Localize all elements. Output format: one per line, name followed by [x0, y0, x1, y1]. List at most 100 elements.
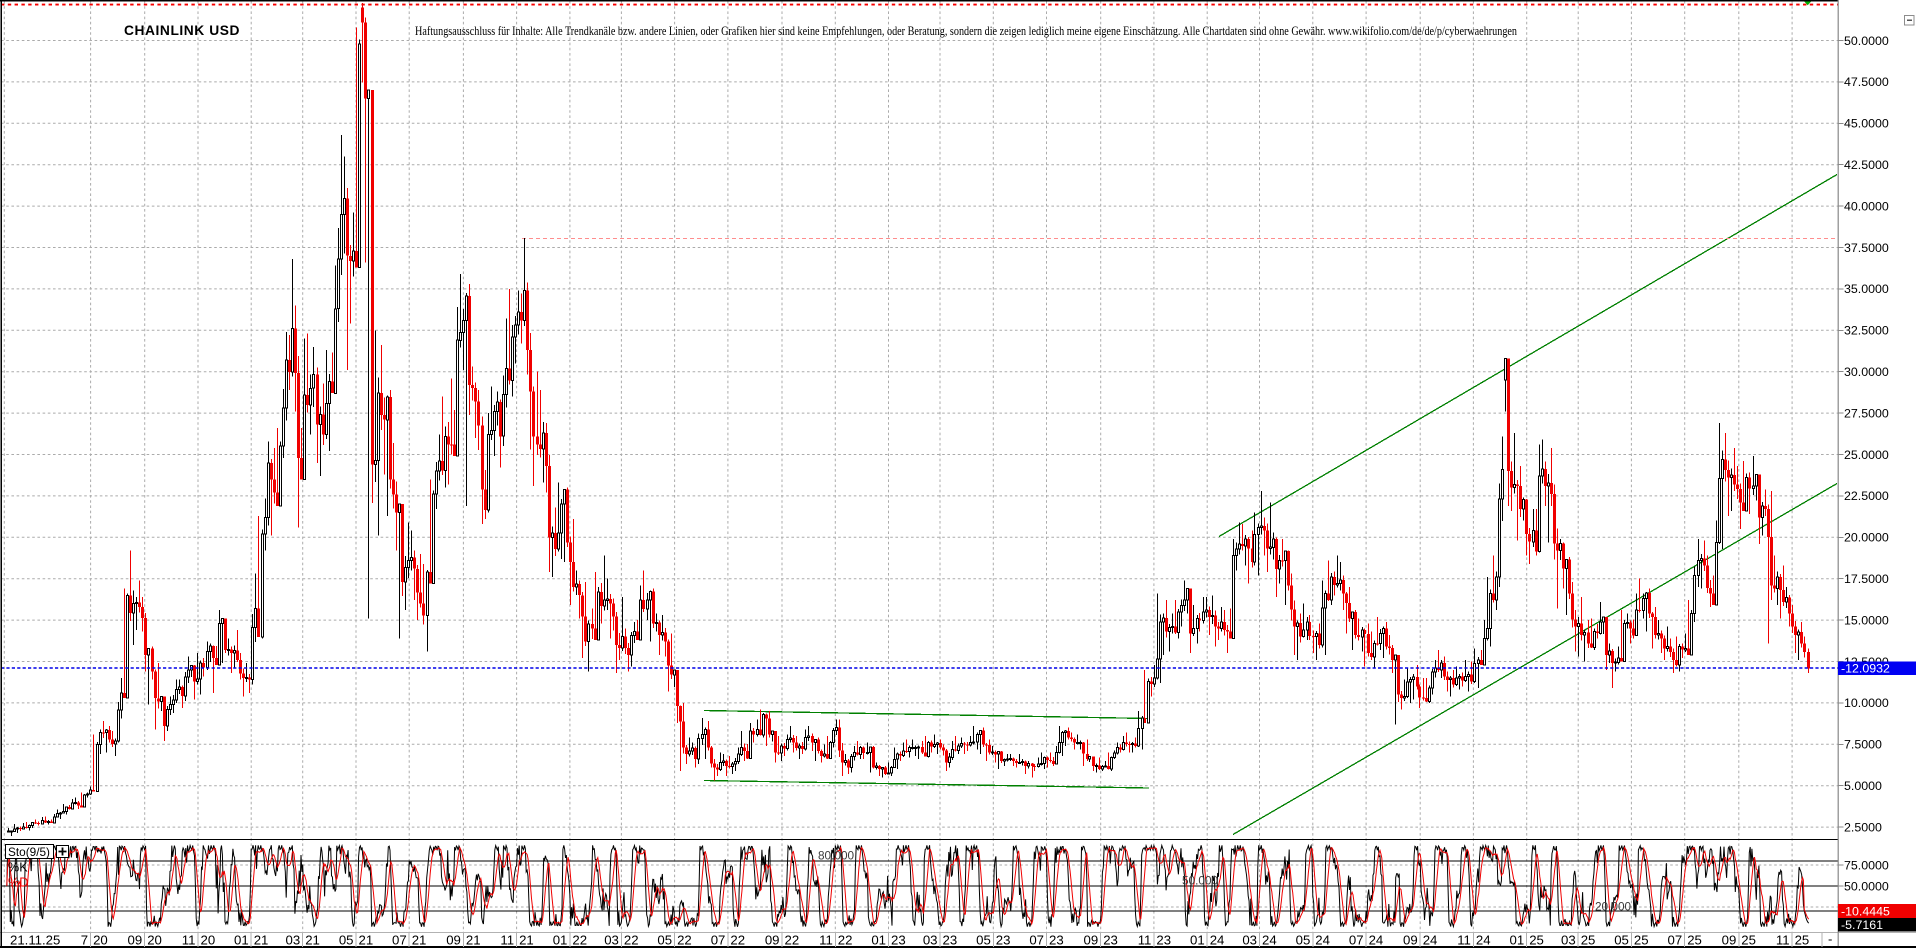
svg-text:21: 21 — [305, 933, 320, 948]
svg-text:01: 01 — [1510, 933, 1525, 948]
svg-text:01: 01 — [1190, 933, 1205, 948]
svg-text:35.0000: 35.0000 — [1844, 282, 1889, 296]
svg-text:24: 24 — [1210, 933, 1225, 948]
svg-text:11: 11 — [819, 933, 833, 948]
svg-text:09: 09 — [1403, 933, 1418, 948]
svg-text:17.5000: 17.5000 — [1844, 572, 1889, 586]
svg-text:40.0000: 40.0000 — [1844, 199, 1889, 213]
svg-text:%K: %K — [8, 861, 28, 875]
svg-text:21: 21 — [466, 933, 481, 948]
svg-text:21: 21 — [519, 933, 534, 948]
svg-text:03: 03 — [1561, 933, 1576, 948]
svg-text:01: 01 — [553, 933, 568, 948]
svg-text:11: 11 — [1457, 933, 1471, 948]
svg-text:05: 05 — [1296, 933, 1311, 948]
svg-text:24: 24 — [1369, 933, 1384, 948]
svg-text:-: - — [1828, 932, 1832, 947]
svg-text:24: 24 — [1476, 933, 1491, 948]
svg-text:2.5000: 2.5000 — [1844, 820, 1882, 834]
svg-text:05: 05 — [339, 933, 354, 948]
svg-text:24: 24 — [1423, 933, 1438, 948]
svg-text:7.5000: 7.5000 — [1844, 738, 1882, 752]
svg-text:-12.0932: -12.0932 — [1841, 661, 1890, 675]
svg-text:25.0000: 25.0000 — [1844, 448, 1889, 462]
svg-text:22: 22 — [572, 933, 587, 948]
svg-text:10.0000: 10.0000 — [1844, 696, 1889, 710]
svg-text:25: 25 — [1741, 933, 1756, 948]
svg-text:21.11.25: 21.11.25 — [10, 933, 60, 948]
svg-text:21: 21 — [254, 933, 269, 948]
svg-text:20: 20 — [93, 933, 108, 948]
svg-text:03: 03 — [923, 933, 938, 948]
svg-text:24: 24 — [1315, 933, 1330, 948]
svg-text:80.000: 80.000 — [818, 849, 855, 863]
svg-text:20: 20 — [201, 933, 216, 948]
svg-text:42.5000: 42.5000 — [1844, 158, 1889, 172]
svg-text:27.5000: 27.5000 — [1844, 406, 1889, 420]
svg-text:20: 20 — [147, 933, 162, 948]
svg-text:11: 11 — [500, 933, 514, 948]
svg-text:22.5000: 22.5000 — [1844, 489, 1889, 503]
svg-text:22: 22 — [624, 933, 639, 948]
svg-text:03: 03 — [604, 933, 619, 948]
svg-text:23: 23 — [891, 933, 906, 948]
svg-text:50.0000: 50.0000 — [1844, 34, 1889, 48]
svg-text:25: 25 — [1529, 933, 1544, 948]
svg-text:CHAINLINK USD: CHAINLINK USD — [124, 23, 240, 38]
svg-text:11: 11 — [182, 933, 196, 948]
svg-text:03: 03 — [286, 933, 301, 948]
svg-text:45.0000: 45.0000 — [1844, 117, 1889, 131]
svg-text:5.0000: 5.0000 — [1844, 779, 1882, 793]
svg-text:05: 05 — [657, 933, 672, 948]
svg-text:01: 01 — [234, 933, 249, 948]
svg-text:07: 07 — [1029, 933, 1044, 948]
svg-text:37.5000: 37.5000 — [1844, 241, 1889, 255]
svg-text:23: 23 — [1049, 933, 1064, 948]
svg-text:15.0000: 15.0000 — [1844, 613, 1889, 627]
svg-text:Sto(9/5): Sto(9/5) — [8, 845, 50, 859]
svg-text:23: 23 — [1103, 933, 1118, 948]
svg-text:09: 09 — [128, 933, 143, 948]
svg-text:09: 09 — [1722, 933, 1737, 948]
svg-text:50.000: 50.000 — [1182, 874, 1219, 888]
svg-text:23: 23 — [1156, 933, 1171, 948]
svg-text:75.0000: 75.0000 — [1844, 858, 1889, 872]
svg-text:25: 25 — [1795, 933, 1810, 948]
svg-text:05: 05 — [976, 933, 991, 948]
svg-text:07: 07 — [711, 933, 726, 948]
svg-text:09: 09 — [765, 933, 780, 948]
svg-text:05: 05 — [1614, 933, 1629, 948]
svg-text:32.5000: 32.5000 — [1844, 324, 1889, 338]
svg-text:11: 11 — [1138, 933, 1152, 948]
svg-text:Haftungsausschluss für Inhalte: Haftungsausschluss für Inhalte: Alle Tre… — [415, 23, 1517, 38]
svg-text:47.5000: 47.5000 — [1844, 75, 1889, 89]
svg-text:25: 25 — [1634, 933, 1649, 948]
svg-text:25: 25 — [1581, 933, 1596, 948]
svg-text:50.0000: 50.0000 — [1844, 879, 1889, 893]
svg-text:22: 22 — [730, 933, 745, 948]
svg-text:07: 07 — [1668, 933, 1683, 948]
svg-text:22: 22 — [785, 933, 800, 948]
svg-text:-5.7161: -5.7161 — [1841, 918, 1883, 932]
svg-text:20.000: 20.000 — [1595, 900, 1632, 914]
svg-text:07: 07 — [392, 933, 407, 948]
svg-text:22: 22 — [677, 933, 692, 948]
svg-text:23: 23 — [943, 933, 958, 948]
svg-text:09: 09 — [446, 933, 461, 948]
svg-text:20.0000: 20.0000 — [1844, 531, 1889, 545]
svg-text:24: 24 — [1262, 933, 1277, 948]
svg-text:7: 7 — [81, 933, 88, 948]
svg-text:07: 07 — [1349, 933, 1364, 948]
svg-text:11: 11 — [1776, 933, 1790, 948]
svg-text:-10.4445: -10.4445 — [1841, 904, 1890, 918]
svg-text:30.0000: 30.0000 — [1844, 365, 1889, 379]
svg-text:09: 09 — [1084, 933, 1099, 948]
svg-text:21: 21 — [412, 933, 427, 948]
svg-text:25: 25 — [1687, 933, 1702, 948]
svg-text:%D: %D — [8, 876, 28, 890]
svg-text:22: 22 — [838, 933, 853, 948]
svg-text:21: 21 — [359, 933, 374, 948]
svg-text:23: 23 — [996, 933, 1011, 948]
svg-text:03: 03 — [1242, 933, 1257, 948]
svg-text:01: 01 — [871, 933, 886, 948]
